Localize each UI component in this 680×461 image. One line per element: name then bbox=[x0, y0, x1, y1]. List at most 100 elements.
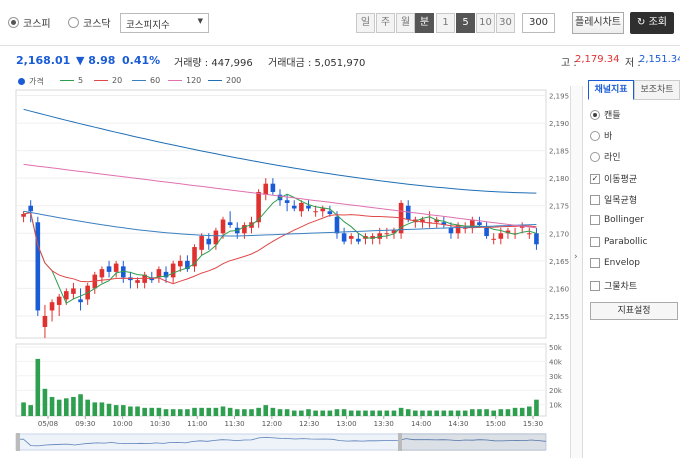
candle-body bbox=[470, 219, 475, 228]
period-button-minute[interactable]: 분 bbox=[415, 13, 434, 33]
volume-bar bbox=[263, 405, 269, 416]
count-input[interactable]: 300 bbox=[522, 13, 555, 33]
ma200-line bbox=[23, 108, 537, 194]
interval-button-5[interactable]: 5 bbox=[456, 13, 475, 33]
volume-bar bbox=[170, 409, 176, 416]
candle-body bbox=[213, 230, 219, 245]
indicator-settings-button[interactable]: 지표설정 bbox=[590, 302, 678, 320]
volume-bar bbox=[113, 405, 119, 416]
chart-area[interactable]: 2,195 2,190 2,185 2,180 2,175 2,170 2,165 2,160… bbox=[0, 86, 570, 458]
volume-bar bbox=[106, 403, 112, 416]
volume-bar bbox=[185, 409, 190, 416]
price-tick-label: 2,185 bbox=[549, 148, 569, 156]
candle-body bbox=[370, 236, 375, 239]
market-radio-kospi[interactable]: 코스피 bbox=[8, 15, 51, 30]
legend-item-ma120: 120 bbox=[168, 76, 201, 85]
flash-chart-button[interactable]: 플레시차트 bbox=[572, 12, 624, 34]
candle-body bbox=[441, 222, 447, 226]
interval-button-10[interactable]: 10 bbox=[476, 13, 495, 33]
index-select[interactable]: 코스피지수 ▼ bbox=[120, 13, 209, 33]
overlay-bollinger[interactable]: Bollinger bbox=[590, 215, 644, 225]
volume-tick-label: 10k bbox=[549, 402, 563, 410]
volume-bar bbox=[242, 409, 247, 416]
overlay-moving-average[interactable]: ✓ 이동평균 bbox=[590, 172, 637, 185]
volume-bar bbox=[128, 406, 133, 416]
refresh-icon: ↻ bbox=[637, 17, 646, 28]
period-button-day[interactable]: 일 bbox=[356, 13, 375, 33]
overlay-ichimoku[interactable]: 일목균형 bbox=[590, 193, 637, 206]
period-button-week[interactable]: 주 bbox=[376, 13, 395, 33]
panel-toggle[interactable]: › bbox=[570, 86, 583, 458]
line-swatch bbox=[60, 80, 74, 81]
volume-bar bbox=[391, 410, 397, 416]
volume-tick-label: 20k bbox=[549, 387, 563, 395]
time-tick-label: 13:30 bbox=[374, 420, 394, 428]
radio-indicator bbox=[590, 109, 600, 120]
candle-body bbox=[113, 263, 119, 272]
candle-body bbox=[306, 205, 311, 209]
candle-body bbox=[320, 208, 326, 212]
overlay-net-chart[interactable]: 그물차트 bbox=[590, 279, 637, 292]
volume-tick-label: 40k bbox=[549, 358, 563, 366]
time-tick-label: 10:30 bbox=[150, 420, 170, 428]
interval-button-1[interactable]: 1 bbox=[436, 13, 455, 33]
market-label-kosdaq: 코스닥 bbox=[83, 19, 111, 30]
ma60-line bbox=[23, 210, 537, 237]
overlay-parabolic[interactable]: Parabollic bbox=[590, 237, 647, 247]
ma20-line bbox=[23, 212, 537, 285]
navigator-mask bbox=[398, 433, 546, 451]
candle-body bbox=[484, 227, 489, 237]
chart-type-bar[interactable]: 바 bbox=[590, 129, 612, 142]
volume-label: 거래량 : 447,996 bbox=[174, 58, 253, 69]
volume-bar bbox=[341, 409, 347, 416]
candle-body bbox=[270, 183, 276, 192]
index-select-value: 코스피지수 bbox=[126, 20, 170, 31]
candlestick-chart[interactable]: 2,195 2,190 2,185 2,180 2,175 2,170 2,165 2,160… bbox=[0, 86, 570, 458]
legend-label: 5 bbox=[78, 76, 84, 85]
volume-bar bbox=[21, 402, 26, 416]
candle-body bbox=[384, 233, 390, 235]
ma5-line bbox=[23, 193, 537, 305]
period-button-month[interactable]: 월 bbox=[396, 13, 415, 33]
candle-body bbox=[170, 263, 176, 278]
overlay-envelope[interactable]: Envelop bbox=[590, 258, 640, 268]
search-button[interactable]: ↻ 조회 bbox=[630, 12, 674, 34]
interval-button-30[interactable]: 30 bbox=[496, 13, 515, 33]
chart-type-label: 캔들 bbox=[604, 111, 621, 121]
time-tick-label: 13:00 bbox=[336, 420, 356, 428]
volume-bar bbox=[356, 410, 361, 416]
volume-bar bbox=[99, 402, 105, 416]
volume-bar bbox=[434, 410, 440, 416]
volume-bar bbox=[455, 410, 461, 416]
candle-body bbox=[477, 222, 482, 226]
radio-indicator bbox=[8, 17, 19, 28]
candle-body bbox=[220, 219, 226, 234]
overlay-label: 일목균형 bbox=[604, 196, 638, 206]
price-change: ▼ 8.98 bbox=[76, 54, 116, 67]
legend-label: 가격 bbox=[29, 77, 44, 86]
chart-type-line[interactable]: 라인 bbox=[590, 150, 621, 163]
candle-body bbox=[356, 238, 361, 242]
candle-body bbox=[56, 296, 62, 305]
candle-body bbox=[341, 233, 347, 242]
volume-bar bbox=[505, 409, 511, 416]
volume-bar bbox=[398, 407, 404, 416]
market-radio-kosdaq[interactable]: 코스닥 bbox=[68, 15, 111, 30]
radio-indicator bbox=[68, 17, 79, 28]
price-tick-label: 2,190 bbox=[549, 120, 569, 128]
chart-type-label: 바 bbox=[604, 132, 613, 142]
radio-indicator bbox=[590, 151, 600, 162]
volume-bar bbox=[42, 388, 48, 416]
tab-auxiliary-charts[interactable]: 보조차트 bbox=[634, 80, 680, 100]
volume-bar bbox=[348, 410, 354, 416]
volume-bar bbox=[384, 410, 390, 416]
tab-channel-indicators[interactable]: 채널지표 bbox=[588, 80, 634, 100]
volume-bar bbox=[484, 409, 489, 416]
price-tick-label: 2,180 bbox=[549, 175, 569, 183]
candle-body bbox=[120, 266, 126, 278]
volume-bar bbox=[135, 406, 140, 416]
volume-bar bbox=[477, 409, 482, 416]
chart-type-candle[interactable]: 캔들 bbox=[590, 108, 621, 121]
volume-bar bbox=[270, 407, 276, 416]
volume-bar bbox=[227, 407, 233, 416]
